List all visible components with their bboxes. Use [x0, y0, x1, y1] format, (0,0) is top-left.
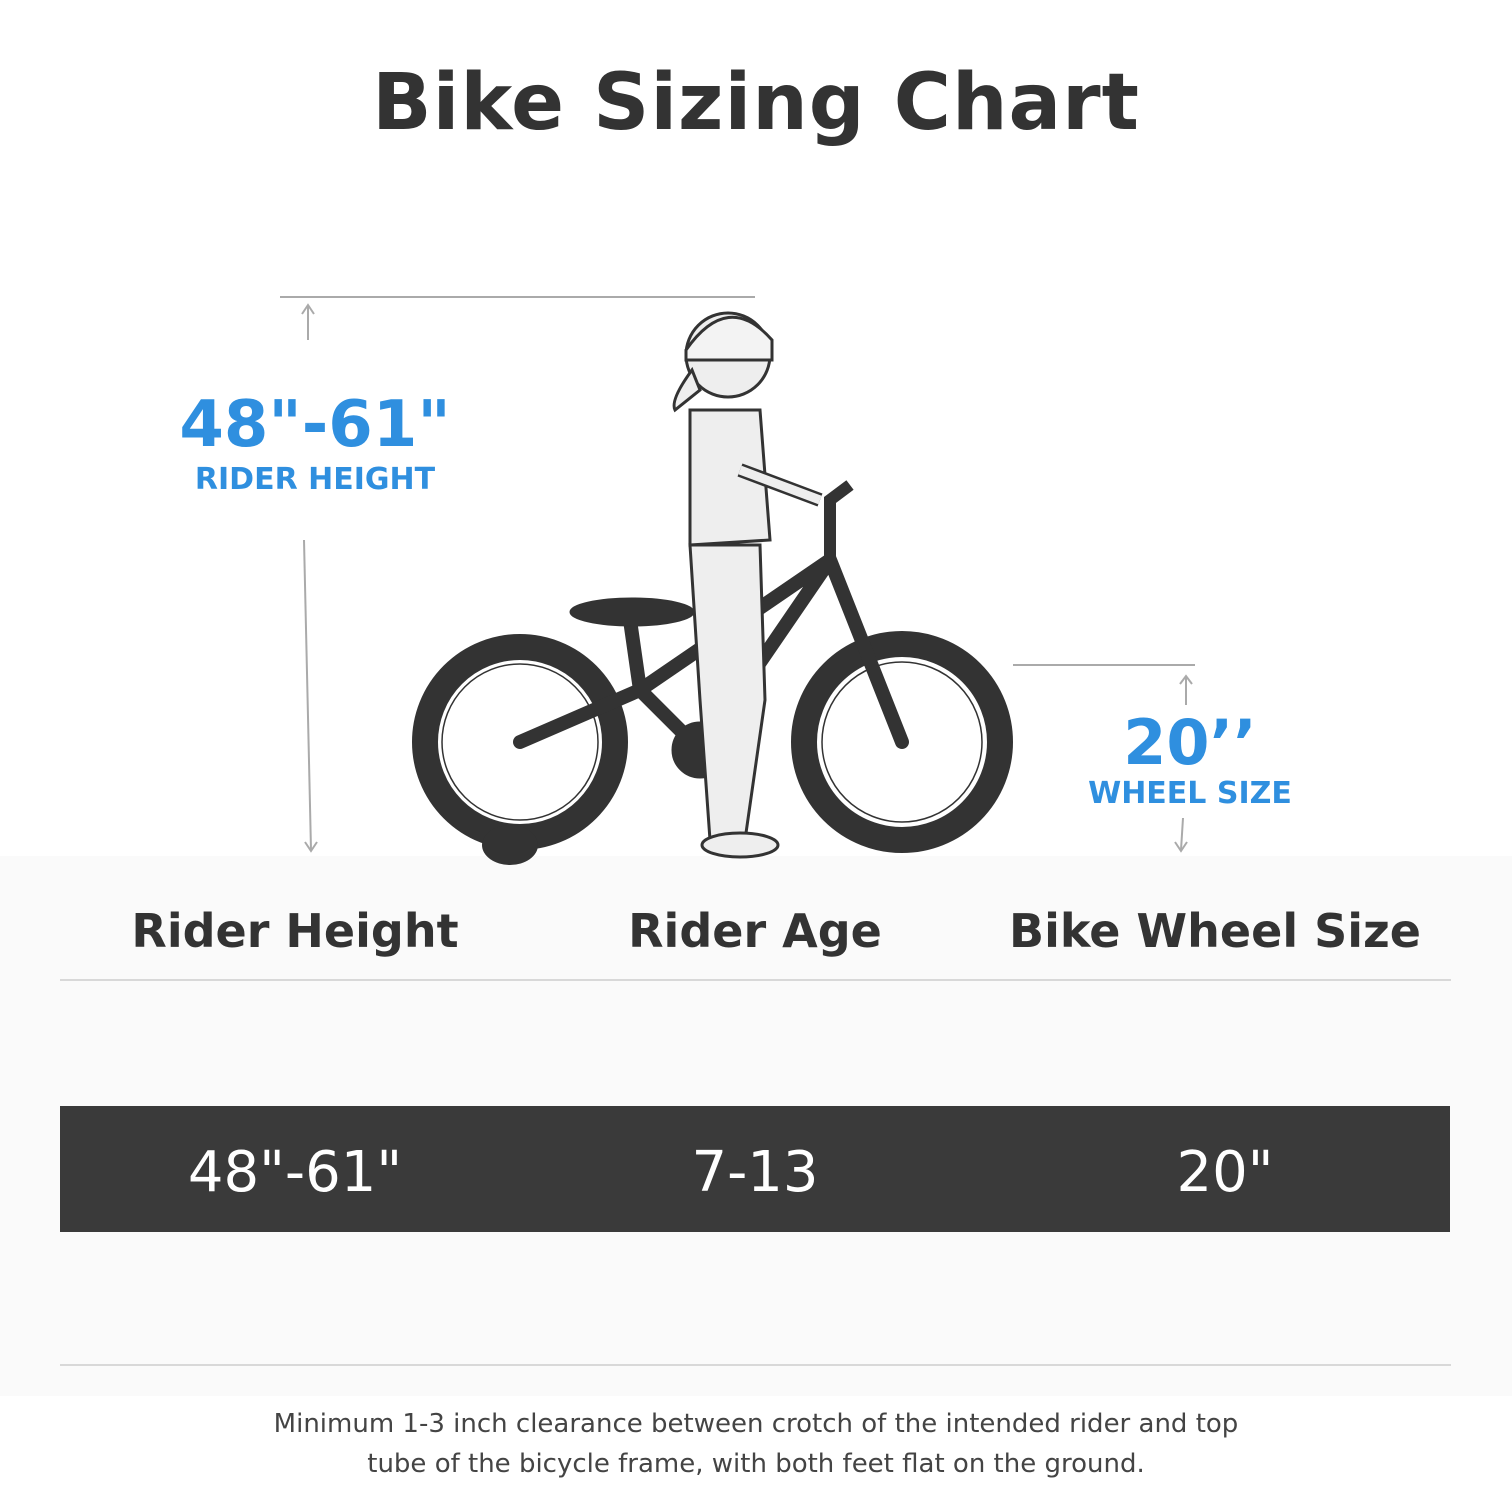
- child-rider-icon: [672, 311, 823, 859]
- clearance-note: Minimum 1-3 inch clearance between crotc…: [0, 1404, 1512, 1484]
- rider-height-label: RIDER HEIGHT: [194, 462, 436, 497]
- header-rider-height: Rider Height: [131, 904, 459, 958]
- wheel-size-value: 20’’: [1123, 706, 1257, 779]
- cell-rider-age: 7-13: [691, 1140, 819, 1205]
- note-line-1: Minimum 1-3 inch clearance between crotc…: [273, 1409, 1239, 1439]
- cell-rider-height: 48"-61": [187, 1140, 403, 1205]
- bike-illustration: [280, 296, 1195, 865]
- table-row: [60, 1106, 1450, 1232]
- footer-divider: [60, 1364, 1451, 1366]
- rider-height-value: 48"-61": [179, 388, 451, 462]
- header-divider: [60, 979, 1451, 981]
- cell-wheel-size: 20": [1176, 1140, 1274, 1205]
- wheel-size-label: WHEEL SIZE: [1088, 776, 1292, 811]
- header-wheel-size: Bike Wheel Size: [1009, 904, 1421, 958]
- note-line-2: tube of the bicycle frame, with both fee…: [367, 1449, 1145, 1479]
- header-rider-age: Rider Age: [628, 904, 882, 958]
- page-title: Bike Sizing Chart: [372, 58, 1140, 148]
- measure-lines: [280, 296, 1195, 853]
